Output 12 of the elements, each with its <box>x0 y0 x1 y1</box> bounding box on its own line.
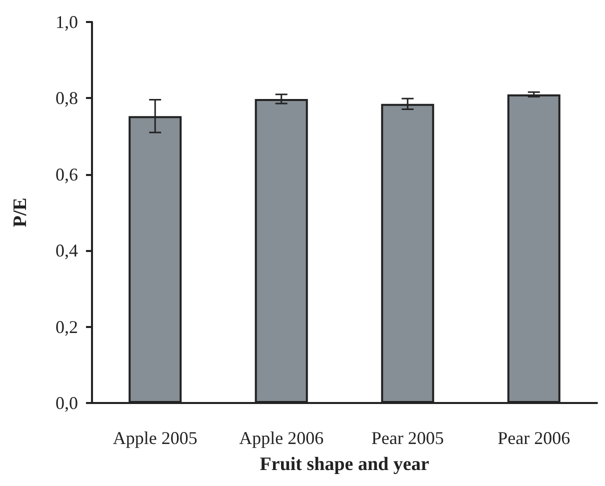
y-tick-label: 0,6 <box>56 164 78 184</box>
x-tick-label: Apple 2006 <box>239 428 324 448</box>
y-tick-label: 0,4 <box>56 240 78 261</box>
x-tick-label: Apple 2005 <box>112 428 198 448</box>
y-tick-label: 1,0 <box>56 12 78 32</box>
y-axis-title: P/E <box>10 198 31 228</box>
x-tick-label: Pear 2005 <box>371 428 444 448</box>
x-tick-label: Pear 2006 <box>498 428 570 448</box>
x-axis-title: Fruit shape and year <box>260 454 430 475</box>
y-tick-label: 0,0 <box>56 393 78 413</box>
y-tick-label: 0,8 <box>56 88 78 108</box>
y-tick-label: 0,2 <box>56 316 78 337</box>
